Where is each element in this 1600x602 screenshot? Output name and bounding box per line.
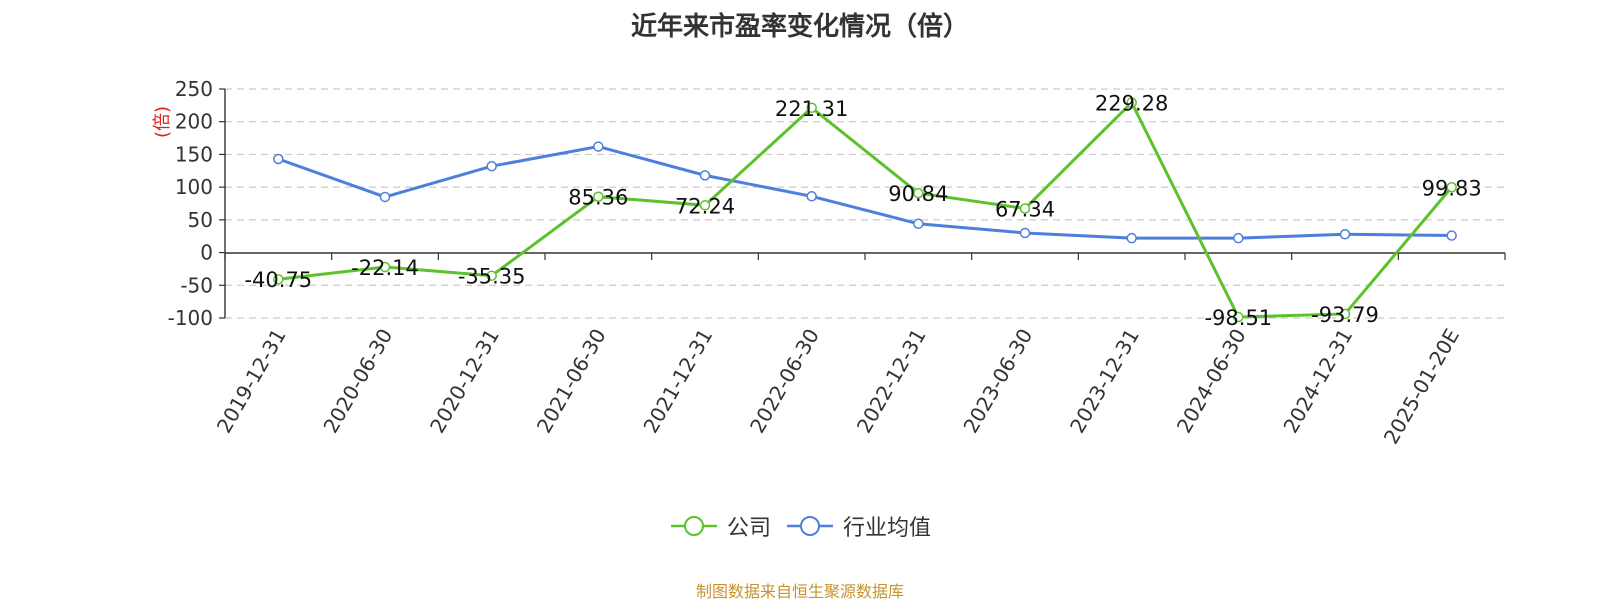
data-label: 229.28 (1095, 92, 1168, 116)
legend-industry-marker (787, 516, 833, 536)
series-line-0 (278, 100, 1453, 319)
y-tick-label: -50 (180, 273, 213, 297)
data-point (593, 141, 604, 152)
series-line-1 (277, 145, 1452, 240)
data-labels: -40.75 -22.14 -35.35 85.36 72.24 221.31 90.84 6… (244, 92, 1481, 330)
x-tick-label: 2025-01-20E (1379, 325, 1464, 449)
data-point (806, 102, 817, 114)
chart-title: 近年来市盈率变化情况（倍） (630, 12, 969, 42)
legend: 公司 行业均值 (0, 510, 1600, 542)
data-point (699, 170, 711, 181)
data-label: -98.51 (1204, 306, 1272, 330)
y-tick-label: 50 (188, 208, 213, 232)
data-point (486, 160, 497, 172)
legend-company-marker (670, 516, 717, 536)
data-point (1446, 230, 1457, 241)
grid-lines (225, 88, 1505, 319)
data-label: 72.24 (675, 194, 735, 218)
legend-item-industry-avg[interactable]: 行业均值 (785, 510, 931, 542)
data-point (1126, 97, 1137, 108)
source-note: 制图数据来自恒生聚源数据库 (695, 582, 904, 601)
x-tick-label: 2023-06-30 (958, 325, 1037, 438)
data-point (699, 200, 711, 211)
legend-label-industry-avg: 行业均值 (843, 516, 932, 541)
x-tick-label: 2020-12-31 (425, 324, 504, 437)
y-tick-label: 0 (200, 241, 213, 265)
data-point (1019, 203, 1031, 214)
y-tick-label: 250 (175, 77, 213, 101)
data-point (379, 191, 391, 203)
x-tick-label: 2024-12-31 (1278, 325, 1357, 438)
data-point (486, 270, 497, 281)
data-point (1233, 232, 1244, 244)
y-tick-label: 150 (175, 142, 213, 166)
x-tick-label: 2022-12-31 (852, 324, 931, 437)
legend-item-company[interactable]: 公司 (669, 510, 771, 542)
x-tick-label: 2022-06-30 (745, 325, 824, 438)
data-label: 221.31 (775, 97, 848, 121)
data-label: -93.79 (1311, 303, 1379, 327)
x-tick-label: 2024-06-30 (1172, 325, 1251, 438)
y-axis-label: (倍) (152, 106, 173, 138)
data-point (1339, 229, 1351, 240)
data-point (1339, 308, 1351, 320)
data-point (913, 187, 924, 199)
x-tick-label: 2021-12-31 (638, 325, 717, 438)
data-point (379, 261, 391, 273)
data-point (806, 191, 817, 202)
y-tick-label: 100 (175, 175, 213, 199)
data-label: 99.83 (1422, 176, 1482, 200)
data-point (1446, 182, 1457, 193)
x-tick-label: 2021-06-30 (532, 325, 611, 438)
data-point (273, 153, 284, 165)
legend-label-company: 公司 (726, 516, 771, 541)
x-tick-label: 2023-12-31 (1065, 325, 1144, 438)
data-label: 85.36 (568, 186, 628, 210)
x-tick-label: 2019-12-31 (212, 325, 291, 438)
data-label: 90.84 (888, 182, 948, 206)
data-label: 67.34 (995, 198, 1055, 222)
data-label: -40.75 (244, 268, 312, 292)
data-point (273, 273, 284, 285)
x-tick-label: 2020-06-30 (318, 325, 397, 438)
data-point (593, 191, 604, 202)
data-point (1126, 232, 1137, 244)
y-tick-label: 200 (175, 110, 213, 134)
series-lines (273, 97, 1457, 323)
data-label: -35.35 (458, 265, 526, 289)
y-tick-label: -100 (168, 306, 213, 330)
data-point (913, 218, 924, 230)
data-label: -22.14 (351, 256, 419, 280)
data-point (1233, 311, 1244, 323)
data-point (1019, 227, 1031, 239)
